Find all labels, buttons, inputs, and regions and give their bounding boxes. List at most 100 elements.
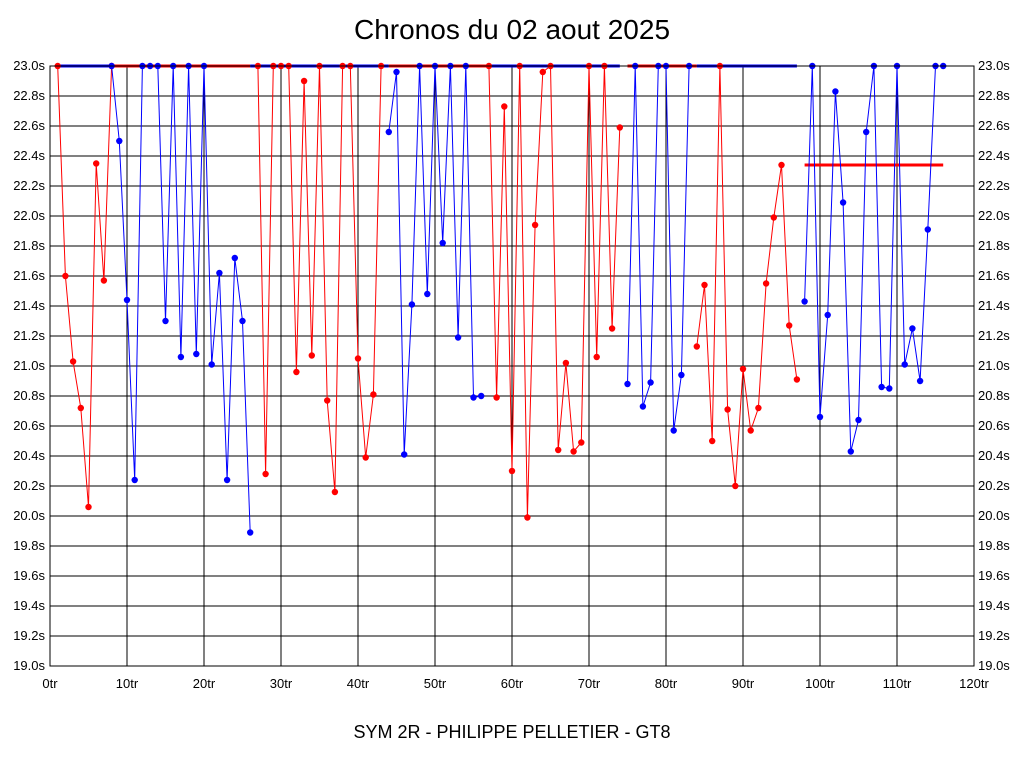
data-point xyxy=(324,397,331,404)
y-tick-label: 20.0s xyxy=(978,508,1010,523)
data-point xyxy=(608,325,616,332)
x-tick-label: 60tr xyxy=(501,676,524,691)
x-tick-label: 0tr xyxy=(42,676,58,691)
y-tick-label: 21.8s xyxy=(13,238,45,253)
data-point xyxy=(62,272,69,280)
data-point xyxy=(293,368,300,376)
data-point xyxy=(578,439,585,446)
data-point xyxy=(855,416,862,424)
data-point xyxy=(401,451,408,458)
data-point xyxy=(247,529,254,536)
data-point xyxy=(709,437,716,445)
x-tick-label: 30tr xyxy=(270,676,293,691)
data-point xyxy=(393,68,400,76)
data-point xyxy=(231,254,238,262)
data-point xyxy=(300,77,308,85)
data-point xyxy=(177,353,185,361)
data-point xyxy=(370,391,377,398)
data-point xyxy=(916,377,924,385)
data-point xyxy=(116,137,123,145)
chart-title: Chronos du 02 aout 2025 xyxy=(353,14,671,45)
y-tick-label: 21.6s xyxy=(13,268,45,283)
y-tick-label: 22.2s xyxy=(13,178,45,193)
x-tick-label: 110tr xyxy=(883,676,912,691)
x-tick-label: 10tr xyxy=(116,676,139,691)
y-tick-label: 19.0s xyxy=(13,658,45,673)
data-point xyxy=(524,514,531,521)
data-point xyxy=(624,380,631,388)
data-point xyxy=(193,350,200,358)
data-point xyxy=(454,334,462,341)
y-tick-label: 19.0s xyxy=(978,658,1010,673)
data-point xyxy=(724,406,731,413)
data-point xyxy=(863,128,870,136)
data-point xyxy=(439,239,446,247)
y-tick-label: 21.4s xyxy=(978,298,1010,313)
data-point xyxy=(839,199,847,206)
data-point xyxy=(816,413,824,421)
data-point xyxy=(616,124,623,131)
data-point xyxy=(693,343,700,350)
data-point xyxy=(801,298,808,305)
data-point xyxy=(793,376,801,383)
y-tick-label: 22.6s xyxy=(978,118,1010,133)
data-point xyxy=(331,488,339,496)
x-tick-label: 40tr xyxy=(347,676,370,691)
data-point xyxy=(223,476,231,484)
y-tick-label: 20.4s xyxy=(978,448,1010,463)
chart-footer: SYM 2R - PHILIPPE PELLETIER - GT8 xyxy=(353,722,671,742)
data-point xyxy=(732,482,739,490)
data-point xyxy=(901,361,908,368)
data-point xyxy=(878,383,885,391)
series-line xyxy=(111,65,251,533)
y-tick-label: 21.4s xyxy=(13,298,45,313)
data-point xyxy=(701,281,708,289)
data-point xyxy=(362,454,369,461)
data-point xyxy=(539,68,546,76)
data-point xyxy=(924,226,931,233)
data-point xyxy=(508,467,516,475)
y-tick-label: 21.0s xyxy=(978,358,1010,373)
chart-grid xyxy=(49,65,975,667)
data-point xyxy=(93,160,100,167)
x-tick-labels: 0tr 10tr 20tr 30tr 40tr 50tr 60tr 70tr 80tr 90tr 1… xyxy=(42,676,989,691)
data-point xyxy=(593,353,600,361)
data-point xyxy=(478,392,485,400)
data-point xyxy=(308,352,315,359)
data-point xyxy=(100,277,108,284)
y-tick-label: 19.8s xyxy=(13,538,45,553)
series-line xyxy=(696,65,798,487)
data-point xyxy=(678,371,685,379)
data-point xyxy=(239,317,246,325)
series-line xyxy=(488,64,621,518)
y-tick-label: 22.4s xyxy=(13,148,45,163)
y-tick-label: 21.2s xyxy=(13,328,45,343)
y-tick-label: 21.8s xyxy=(978,238,1010,253)
y-tick-label: 19.4s xyxy=(13,598,45,613)
data-point xyxy=(385,128,392,136)
y-tick-label: 23.0s xyxy=(978,58,1010,73)
data-point xyxy=(216,269,223,277)
data-point xyxy=(77,404,85,412)
data-point xyxy=(493,394,500,401)
y-tick-labels-left: 19.0s 19.2s 19.4s 19.6s 19.8s 20.0s 20.2s 20.4s… xyxy=(13,58,45,673)
y-tick-label: 19.6s xyxy=(978,568,1010,583)
data-point xyxy=(570,448,577,455)
y-tick-label: 19.2s xyxy=(978,628,1010,643)
y-tick-label: 19.6s xyxy=(13,568,45,583)
data-point xyxy=(786,322,793,329)
data-point xyxy=(131,476,138,484)
x-tick-label: 120tr xyxy=(959,676,989,691)
x-tick-label: 20tr xyxy=(193,676,216,691)
data-point xyxy=(408,301,416,308)
data-point xyxy=(670,427,677,434)
x-tick-label: 100tr xyxy=(805,676,835,691)
y-tick-label: 20.6s xyxy=(978,418,1010,433)
data-point xyxy=(85,503,92,511)
data-point xyxy=(762,280,770,287)
chart-points xyxy=(54,62,947,536)
data-point xyxy=(770,214,777,221)
y-tick-label: 21.0s xyxy=(13,358,45,373)
y-tick-label: 22.8s xyxy=(13,88,45,103)
y-tick-labels-right: 19.0s 19.2s 19.4s 19.6s 19.8s 20.0s 20.2s 20.4s… xyxy=(978,58,1010,673)
